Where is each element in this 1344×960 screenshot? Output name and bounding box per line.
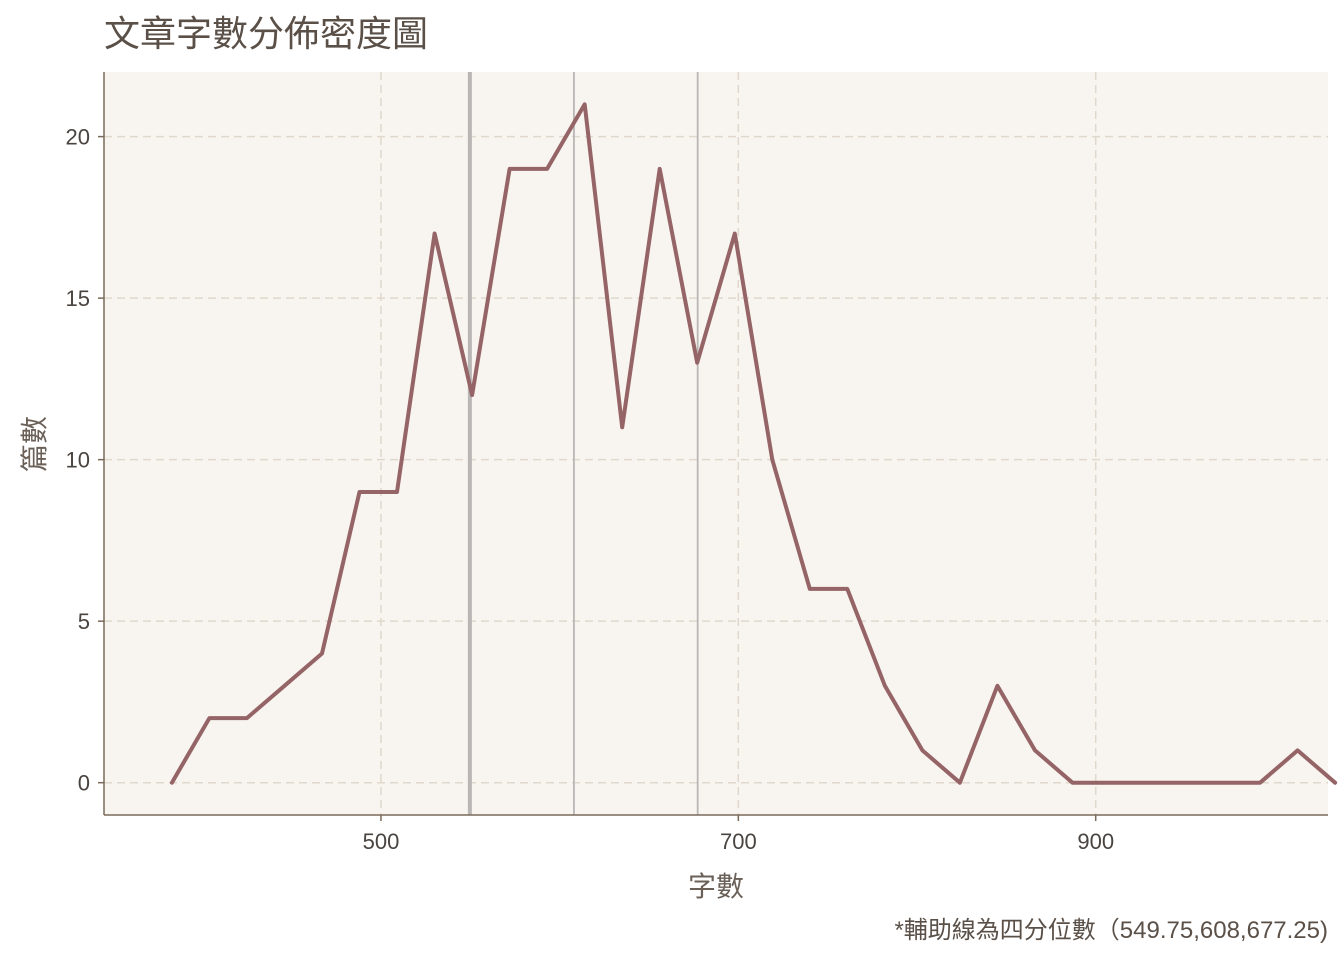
chart-title: 文章字數分佈密度圖 — [104, 14, 428, 55]
quartile-layer — [467, 72, 699, 815]
y-tick-label: 15 — [66, 286, 90, 311]
y-tick-label: 0 — [78, 771, 90, 796]
tick-layer: 0 5 10 15 20 500 700 900 — [66, 125, 1115, 854]
plot-panel — [104, 72, 1328, 815]
x-tick-label: 900 — [1077, 829, 1114, 854]
y-axis-label: 篇數 — [18, 416, 51, 472]
y-tick-label: 10 — [66, 448, 90, 473]
x-axis-label: 字數 — [688, 870, 744, 903]
series-layer — [169, 102, 1338, 785]
y-tick-label: 5 — [78, 609, 90, 634]
x-tick-label: 700 — [720, 829, 757, 854]
quartile-caption: *輔助線為四分位數（549.75,608,677.25) — [894, 917, 1328, 944]
axes-layer — [103, 72, 1328, 816]
x-tick-label: 500 — [363, 829, 400, 854]
y-tick-label: 20 — [66, 125, 90, 150]
density-line — [169, 102, 1338, 785]
